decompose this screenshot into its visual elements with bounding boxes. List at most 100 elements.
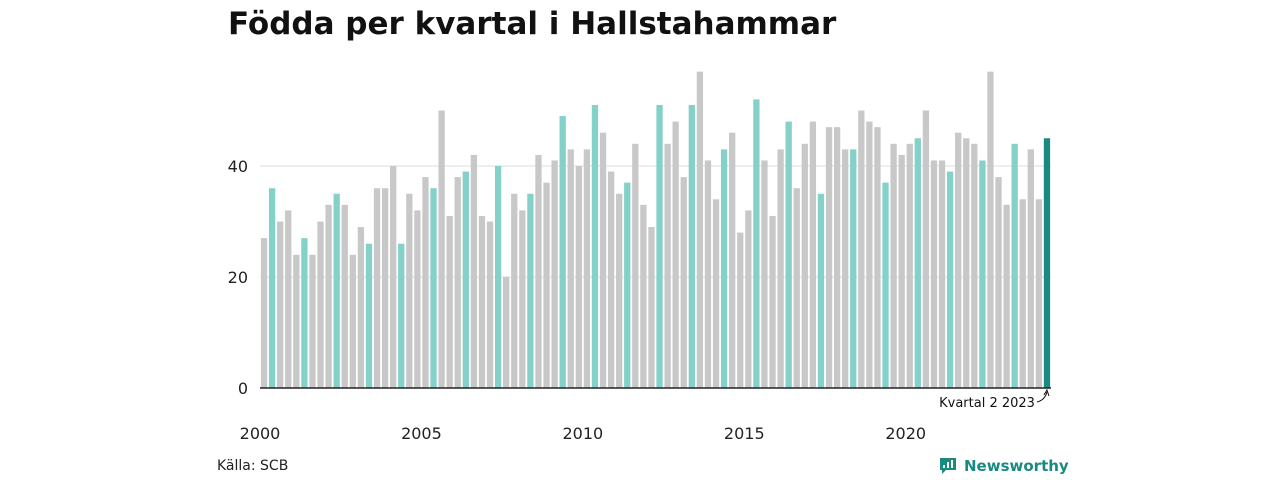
bar: [745, 210, 752, 388]
bar: [632, 143, 639, 388]
annotation-arrowhead: [1043, 388, 1050, 397]
bar: [648, 227, 655, 388]
x-tick-label: 2015: [724, 424, 765, 443]
bar: [938, 160, 946, 388]
bar: [640, 204, 647, 388]
bar: [454, 177, 461, 388]
bar: [946, 171, 954, 388]
bar: [470, 154, 478, 388]
bar: [575, 166, 582, 388]
bar: [1043, 138, 1051, 388]
bar: [729, 132, 736, 388]
bar: [801, 143, 808, 388]
bar: [478, 215, 486, 388]
y-tick-labels: 0 20 40: [228, 157, 248, 398]
x-tick-label: 2000: [240, 424, 281, 443]
bar: [858, 110, 865, 388]
bar: [1003, 204, 1010, 388]
bar: [438, 110, 445, 388]
y-tick-label: 40: [228, 157, 248, 176]
bar: [761, 160, 768, 388]
bar: [914, 138, 921, 388]
bar: [995, 177, 1002, 388]
bar: [398, 243, 405, 388]
bar: [1035, 199, 1043, 388]
bar: [616, 193, 623, 388]
brand-logo: Newsworthy: [938, 456, 1069, 476]
bar: [825, 127, 833, 389]
bar: [809, 121, 817, 388]
bar: [325, 204, 332, 388]
bar: [1019, 199, 1026, 388]
bar: [1011, 143, 1018, 388]
x-tick-label: 2005: [401, 424, 442, 443]
bar: [955, 132, 962, 388]
bar: [333, 193, 340, 388]
bar: [567, 149, 574, 388]
bar: [833, 127, 841, 389]
bar: [301, 238, 308, 388]
bar: [882, 182, 889, 388]
bar: [1027, 149, 1034, 388]
bar: [390, 166, 397, 388]
bar: [704, 160, 712, 388]
bar: [527, 193, 534, 388]
bar: [341, 204, 348, 388]
annotation-arrow: [1036, 391, 1048, 403]
bar: [381, 188, 389, 388]
bar: [293, 254, 300, 388]
bar: [696, 71, 704, 389]
bar: [599, 132, 607, 388]
bar: [785, 121, 792, 388]
y-tick-label: 20: [228, 268, 248, 287]
bar: [446, 215, 453, 388]
bar: [850, 149, 857, 388]
bar: [543, 182, 550, 388]
bar: [519, 210, 526, 388]
bar: [414, 210, 421, 388]
chart-title: Födda per kvartal i Hallstahammar: [228, 6, 837, 42]
bar: [583, 149, 591, 388]
annotation-label: Kvartal 2 2023: [939, 396, 1035, 411]
bar: [793, 188, 800, 388]
bar: [422, 177, 429, 388]
bar: [309, 254, 316, 388]
bar: [551, 160, 558, 388]
bar: [712, 199, 720, 388]
bar: [737, 232, 744, 388]
x-tick-label: 2010: [562, 424, 603, 443]
bar: [535, 154, 542, 388]
bar: [890, 143, 897, 388]
bar: [430, 188, 437, 388]
bar: [656, 104, 663, 388]
bar: [373, 188, 381, 388]
bar: [503, 277, 510, 388]
bar: [842, 149, 849, 388]
bars: [260, 71, 1051, 389]
bar: [591, 104, 599, 388]
bar: [260, 238, 268, 388]
bar: [317, 221, 324, 388]
brand-name: Newsworthy: [964, 457, 1069, 475]
bar: [672, 121, 679, 388]
bar: [874, 127, 881, 389]
x-tick-labels: 2000 2005 2010 2015 2020: [240, 424, 926, 443]
bar: [486, 221, 494, 388]
bar: [462, 171, 469, 388]
bar: [688, 104, 695, 388]
bar: [979, 160, 986, 388]
bar: [365, 243, 373, 388]
bar: [753, 99, 760, 389]
bar: [406, 193, 413, 388]
bar: [559, 116, 566, 389]
annotation: Kvartal 2 2023: [939, 388, 1050, 411]
bar: [357, 227, 365, 388]
bar: [268, 188, 276, 388]
bar: [930, 160, 938, 388]
bar: [277, 221, 284, 388]
source-label: Källa: SCB: [217, 458, 289, 474]
bar: [607, 171, 615, 388]
bar: [494, 166, 502, 388]
bar: [769, 215, 776, 388]
